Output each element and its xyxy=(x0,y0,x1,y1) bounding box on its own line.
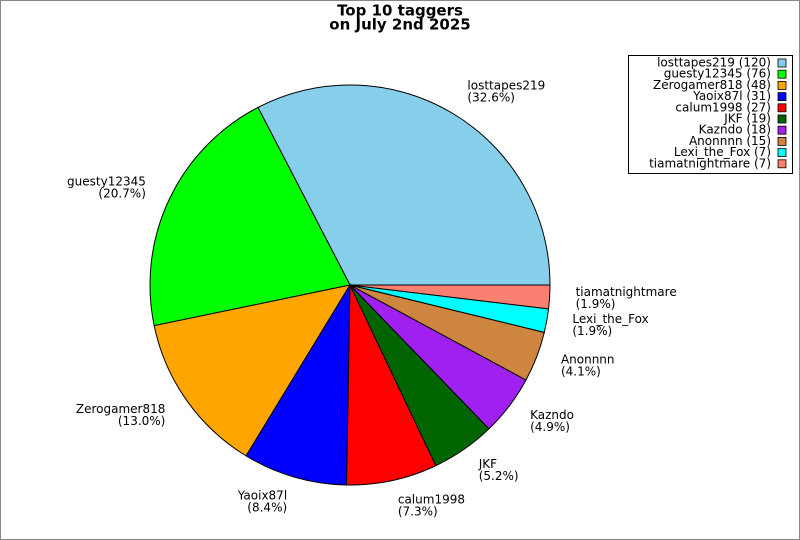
slice-percent: (4.1%) xyxy=(561,365,601,379)
legend-label: losttapes219 (120) xyxy=(657,56,771,70)
slice-label: Kazndo xyxy=(530,408,574,422)
pie-slice xyxy=(153,284,352,457)
slice-label: calum1998 xyxy=(398,492,465,506)
slice-label: Yaoix87l xyxy=(237,489,287,503)
legend-swatch xyxy=(777,58,787,68)
legend-label: Yaoix87l (31) xyxy=(692,89,771,103)
legend-swatch xyxy=(777,114,787,124)
chart-subtitle: on July 2nd 2025 xyxy=(329,16,470,34)
slice-percent: (1.9%) xyxy=(576,297,616,311)
slice-label: guesty12345 xyxy=(67,174,146,188)
legend-swatch xyxy=(777,136,787,146)
slice-percent: (32.6%) xyxy=(467,90,514,104)
legend-label: Zerogamer818 (48) xyxy=(653,78,771,92)
pie-slice xyxy=(149,106,351,327)
slice-percent: (5.2%) xyxy=(479,469,519,483)
legend-swatch xyxy=(777,159,787,169)
legend-label: Lexi_the_Fox (7) xyxy=(674,145,771,159)
pie-slice xyxy=(257,84,551,286)
slice-label: losttapes219 xyxy=(467,78,545,92)
chart-title: Top 10 taggers xyxy=(337,2,463,20)
legend-swatch xyxy=(777,92,787,101)
slice-label: JKF xyxy=(478,457,497,471)
legend-swatch xyxy=(777,148,787,158)
slice-percent: (13.0%) xyxy=(118,414,165,428)
legend-label: JKF (19) xyxy=(723,112,771,126)
legend-swatch xyxy=(777,81,787,90)
slice-label: tiamatnightmare xyxy=(576,285,677,299)
pie-slice xyxy=(349,284,551,310)
slice-percent: (4.9%) xyxy=(530,420,570,434)
slice-percent: (1.9%) xyxy=(572,324,612,338)
legend-swatch xyxy=(777,125,787,135)
legend-label: calum1998 (27) xyxy=(675,100,771,114)
legend-label: Kazndo (18) xyxy=(699,123,771,137)
legend-label: guesty12345 (76) xyxy=(664,67,771,81)
legend-label: Anonnnn (15) xyxy=(689,134,771,148)
slice-percent: (8.4%) xyxy=(247,501,287,515)
legend-swatch xyxy=(777,69,787,79)
slice-label: Lexi_the_Fox xyxy=(572,312,648,326)
pie-slice xyxy=(245,283,351,486)
legend-swatch xyxy=(777,103,787,113)
slice-percent: (7.3%) xyxy=(398,504,438,518)
slice-label: Anonnnn xyxy=(561,353,615,367)
legend-box xyxy=(628,55,793,174)
slice-percent: (20.7%) xyxy=(98,186,145,200)
legend-label: tiamatnightmare (7) xyxy=(649,156,771,170)
slice-label: Zerogamer818 xyxy=(76,402,166,416)
